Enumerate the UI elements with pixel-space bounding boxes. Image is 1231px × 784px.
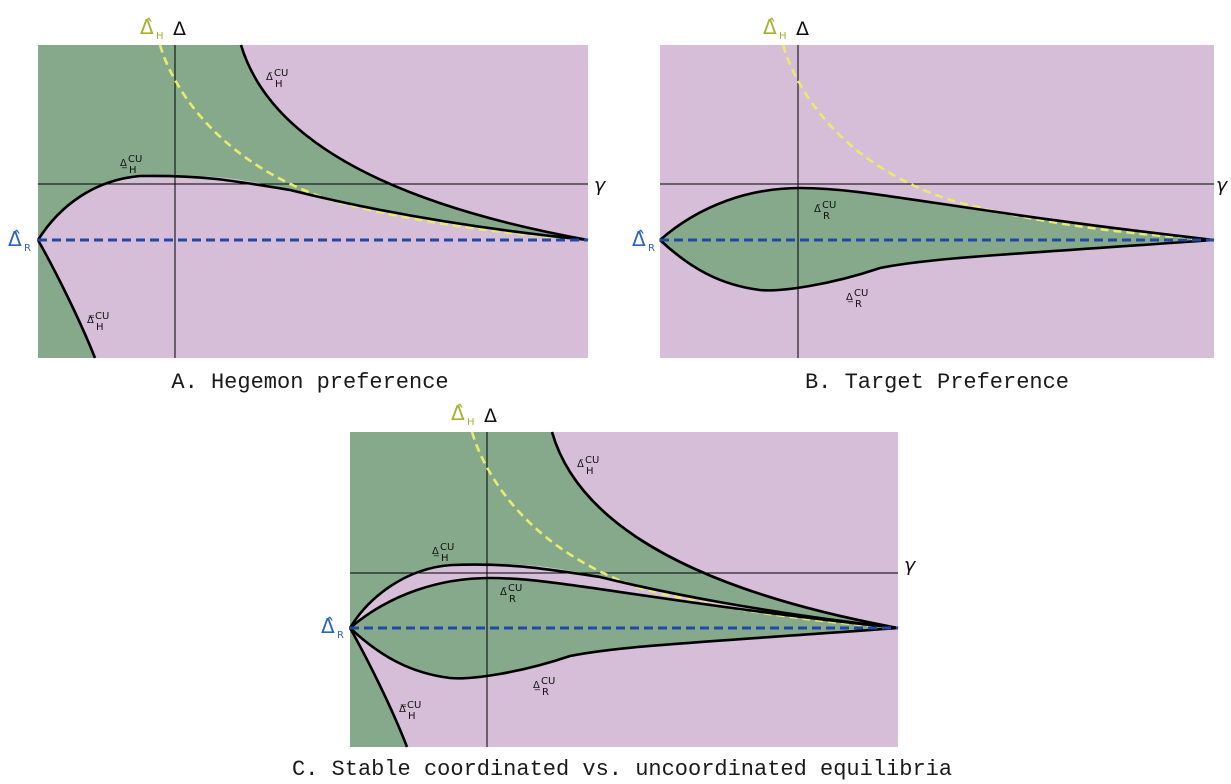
svg-text:H: H <box>441 553 449 564</box>
svg-text:Δ̄: Δ̄ <box>500 587 507 598</box>
svg-text:R: R <box>509 594 516 605</box>
panel-a-lower-green-region <box>38 240 95 358</box>
svg-text:Δ̿: Δ̿ <box>399 703 407 715</box>
panel-c-lower-target-threshold-curve <box>349 626 899 680</box>
panel-a-gamma-axis-name: γ <box>594 174 607 196</box>
svg-text:H: H <box>156 31 164 42</box>
panel-c-upper-target-threshold-curve <box>349 576 899 630</box>
svg-text:R: R <box>24 243 31 254</box>
svg-text:Δ̄: Δ̄ <box>266 72 273 83</box>
panel-b: γ Δ Δ̂ H Δ̂ R Δ̄ CU R Δ̲ CU R B. Target … <box>632 15 1229 395</box>
svg-text:Δ̂: Δ̂ <box>8 227 22 251</box>
svg-text:CU: CU <box>822 200 836 211</box>
svg-text:CU: CU <box>95 311 109 322</box>
panel-b-hegemon-ideal-curve <box>781 44 1215 242</box>
svg-text:H: H <box>779 31 787 42</box>
svg-text:H: H <box>467 417 475 428</box>
svg-text:R: R <box>337 630 344 641</box>
panel-c-hegemon-ideal-curve <box>470 431 899 630</box>
panel-a-upper-hegemon-threshold-curve <box>239 44 589 242</box>
panel-c-delta-axis-name: Δ <box>484 405 497 427</box>
panel-a-upper-hegemon-threshold-label: Δ̄ CU H <box>266 68 288 90</box>
panel-a-lower-hegemon-threshold-label: Δ̲ CU H <box>120 154 142 176</box>
panel-c-target-ideal-label: Δ̂ R <box>321 614 344 641</box>
panel-b-title: B. Target Preference <box>805 370 1069 395</box>
panel-b-target-ideal-label: Δ̂ R <box>632 227 655 254</box>
panel-c: γ Δ Δ̂ H Δ̂ R Δ̄ CU H Δ̲ CU H Δ̄ CU R Δ̲… <box>292 401 952 782</box>
panel-b-upper-target-threshold-curve <box>659 186 1215 242</box>
svg-text:Δ̄: Δ̄ <box>814 204 821 215</box>
svg-text:R: R <box>542 687 549 698</box>
panel-b-lower-target-threshold-curve <box>659 238 1215 292</box>
svg-text:R: R <box>855 299 862 310</box>
panel-a-target-ideal-label: Δ̂ R <box>8 227 31 254</box>
panel-b-delta-axis-name: Δ <box>796 18 809 40</box>
panel-a-delta-axis-name: Δ <box>173 18 186 40</box>
svg-text:CU: CU <box>508 583 522 594</box>
svg-text:Δ̂: Δ̂ <box>451 401 465 425</box>
svg-text:H: H <box>96 322 104 333</box>
svg-text:CU: CU <box>128 154 142 165</box>
svg-text:H: H <box>408 711 416 722</box>
panel-c-lowest-hegemon-threshold-label: Δ̿ CU H <box>399 700 421 722</box>
panel-a-lowest-hegemon-threshold-curve <box>36 239 97 359</box>
panel-b-gamma-axis-name: γ <box>1216 174 1229 196</box>
svg-text:H: H <box>586 466 594 477</box>
svg-text:R: R <box>823 211 830 222</box>
panel-b-upper-target-threshold-label: Δ̄ CU R <box>814 200 836 222</box>
panel-b-hegemon-ideal-label: Δ̂ H <box>763 15 787 42</box>
panel-a-hegemon-ideal-label: Δ̂ H <box>140 15 164 42</box>
svg-text:Δ̂: Δ̂ <box>321 614 335 638</box>
svg-text:Δ̂: Δ̂ <box>140 15 154 39</box>
panel-a-lower-hegemon-threshold-curve <box>36 174 589 242</box>
svg-text:Δ̲: Δ̲ <box>846 292 854 303</box>
panel-c-upper-target-threshold-label: Δ̄ CU R <box>500 583 522 605</box>
svg-text:Δ̲: Δ̲ <box>533 680 541 691</box>
svg-text:Δ̿: Δ̿ <box>87 314 95 326</box>
panel-c-upper-hegemon-threshold-label: Δ̄ CU H <box>577 455 599 477</box>
svg-text:H: H <box>129 165 137 176</box>
svg-text:Δ̲: Δ̲ <box>432 546 440 557</box>
svg-text:CU: CU <box>541 676 555 687</box>
svg-text:H: H <box>275 79 283 90</box>
panel-a: γ Δ Δ̂ H Δ̂ R Δ̄ CU H Δ̲ CU H Δ̿ CU H A.… <box>8 15 607 395</box>
svg-text:Δ̂: Δ̂ <box>763 15 777 39</box>
panel-a-title: A. Hegemon preference <box>171 370 448 395</box>
panel-c-hegemon-ideal-label: Δ̂ H <box>451 401 475 428</box>
svg-text:CU: CU <box>274 68 288 79</box>
panel-c-lower-green-region <box>350 628 407 747</box>
panel-c-lower-hegemon-threshold-curve <box>348 563 899 630</box>
svg-text:CU: CU <box>440 542 454 553</box>
panel-c-lower-target-threshold-label: Δ̲ CU R <box>533 676 555 698</box>
svg-text:Δ̄: Δ̄ <box>577 459 584 470</box>
svg-text:CU: CU <box>854 288 868 299</box>
svg-text:Δ̲: Δ̲ <box>120 158 128 169</box>
svg-text:Δ̂: Δ̂ <box>632 227 646 251</box>
svg-text:CU: CU <box>585 455 599 466</box>
panel-c-gamma-axis-name: γ <box>904 554 917 576</box>
panel-c-lower-hegemon-threshold-label: Δ̲ CU H <box>432 542 454 564</box>
panel-c-title: C. Stable coordinated vs. uncoordinated … <box>292 757 952 782</box>
svg-text:R: R <box>648 243 655 254</box>
panel-b-lower-target-threshold-label: Δ̲ CU R <box>846 288 868 310</box>
panel-c-lowest-hegemon-threshold-curve <box>348 627 409 748</box>
svg-text:CU: CU <box>407 700 421 711</box>
panel-a-lowest-hegemon-threshold-label: Δ̿ CU H <box>87 311 109 333</box>
panel-c-upper-hegemon-threshold-curve <box>550 431 899 630</box>
